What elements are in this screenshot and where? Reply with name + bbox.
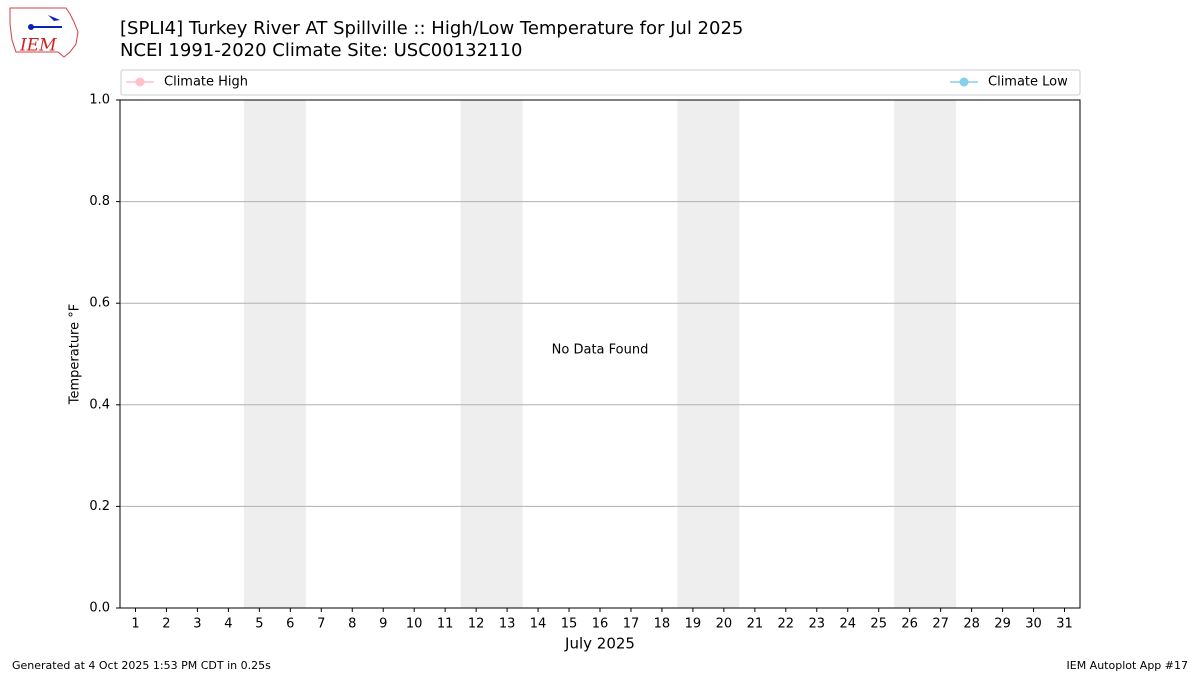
x-tick-label: 21	[747, 617, 764, 632]
x-tick-label: 3	[193, 617, 201, 632]
x-tick-label: 29	[994, 617, 1011, 632]
legend-label: Climate High	[164, 75, 248, 90]
legend-label: Climate Low	[988, 75, 1068, 90]
y-tick-label: 0.6	[89, 296, 110, 311]
x-tick-label: 15	[561, 617, 578, 632]
x-tick-label: 14	[530, 617, 547, 632]
x-tick-label: 26	[901, 617, 918, 632]
x-tick-label: 18	[654, 617, 671, 632]
x-tick-label: 22	[778, 617, 795, 632]
x-tick-label: 20	[716, 617, 733, 632]
x-tick-label: 19	[685, 617, 702, 632]
legend-marker	[135, 77, 145, 87]
x-tick-label: 4	[224, 617, 232, 632]
x-tick-label: 6	[286, 617, 294, 632]
y-tick-label: 0.0	[89, 601, 110, 616]
plot-frame	[119, 99, 1081, 609]
x-tick-label: 23	[809, 617, 826, 632]
logo-shape	[28, 24, 34, 30]
x-tick-label: 13	[499, 617, 516, 632]
x-tick-label: 2	[162, 617, 170, 632]
x-tick-label: 10	[406, 617, 423, 632]
annotation: No Data Found	[552, 343, 649, 358]
logo: IEM	[9, 7, 79, 58]
shaded-span	[894, 100, 957, 608]
x-tick-label: 8	[348, 617, 356, 632]
legend	[120, 69, 1081, 96]
legend-marker	[959, 77, 969, 87]
x-tick-label: 5	[255, 617, 263, 632]
x-tick-label: 7	[317, 617, 325, 632]
y-tick-label: 0.2	[89, 499, 110, 514]
footer-left: Generated at 4 Oct 2025 1:53 PM CDT in 0…	[12, 659, 271, 672]
y-axis-label: Temperature °F	[68, 304, 83, 405]
footer-right: IEM Autoplot App #17	[1067, 659, 1189, 672]
shaded-span	[677, 100, 740, 608]
x-tick-label: 9	[379, 617, 387, 632]
y-tick-label: 0.8	[89, 194, 110, 209]
chart-title: [SPLI4] Turkey River AT Spillville :: Hi…	[120, 18, 743, 39]
chart-subtitle: NCEI 1991-2020 Climate Site: USC00132110	[120, 40, 522, 61]
x-tick-label: 11	[437, 617, 454, 632]
y-tick-label: 0.4	[89, 397, 110, 412]
x-tick-label: 1	[131, 617, 139, 632]
x-tick-label: 12	[468, 617, 485, 632]
x-tick-label: 25	[870, 617, 887, 632]
x-axis-label: July 2025	[564, 635, 635, 653]
x-tick-label: 30	[1025, 617, 1042, 632]
shaded-span	[243, 100, 306, 608]
logo-text: IEM	[19, 36, 57, 56]
x-tick-label: 27	[932, 617, 949, 632]
x-tick-label: 31	[1056, 617, 1073, 632]
x-tick-label: 17	[623, 617, 640, 632]
x-tick-label: 24	[839, 617, 856, 632]
logo-shape	[48, 15, 60, 21]
y-tick-label: 1.0	[89, 93, 110, 108]
x-tick-label: 28	[963, 617, 980, 632]
x-tick-label: 16	[592, 617, 609, 632]
shaded-span	[460, 100, 523, 608]
